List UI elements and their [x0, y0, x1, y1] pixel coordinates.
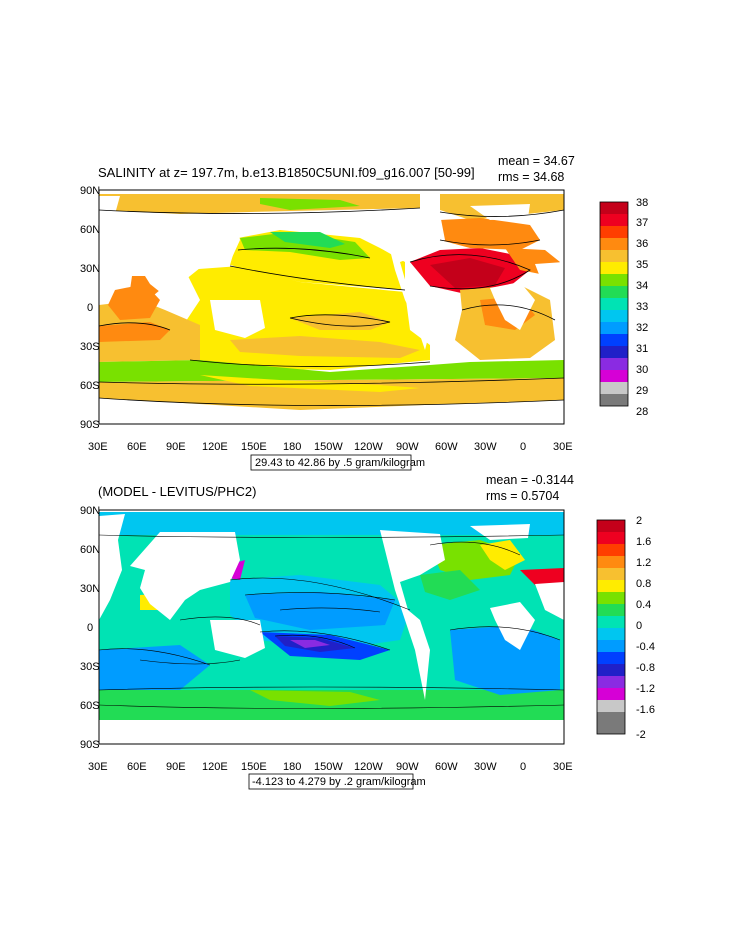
panel-title: SALINITY at z= 197.7m, b.e13.B1850C5UNI.… — [98, 165, 475, 180]
x-tick: 150W — [314, 441, 343, 453]
x-tick: 30E — [88, 441, 108, 453]
x-tick: 180 — [283, 441, 301, 453]
y-tick: 60S — [80, 380, 100, 392]
rms-label: rms = 34.68 — [498, 170, 564, 184]
colorbar-label: 31 — [636, 343, 648, 355]
colorbar-salinity: 38 37 36 35 34 33 32 31 30 29 28 — [599, 197, 648, 418]
panel-salinity: SALINITY at z= 197.7m, b.e13.B1850C5UNI.… — [80, 154, 648, 471]
colorbar-label: 37 — [636, 217, 648, 229]
x-tick: 180 — [283, 761, 301, 773]
x-tick: 150E — [241, 441, 267, 453]
colorbar-label: 0.8 — [636, 578, 651, 590]
map-difference — [98, 509, 565, 745]
colorbar-label: 0 — [636, 620, 642, 632]
panel-title: (MODEL - LEVITUS/PHC2) — [98, 484, 256, 499]
x-tick: 0 — [520, 761, 526, 773]
x-tick: 90E — [166, 761, 186, 773]
x-tick: 30W — [474, 441, 497, 453]
y-axis-ticks: 90N 60N 30N 0 30S 60S 90S — [80, 505, 100, 751]
x-tick: 0 — [520, 441, 526, 453]
contour-info: 29.43 to 42.86 by .5 gram/kilogram — [255, 457, 425, 469]
rms-label: rms = 0.5704 — [486, 489, 559, 503]
x-tick: 90E — [166, 441, 186, 453]
y-tick: 90N — [80, 185, 100, 197]
map-salinity — [98, 189, 565, 425]
colorbar-label: 2 — [636, 515, 642, 527]
colorbar-label: 36 — [636, 238, 648, 250]
colorbar-label: 38 — [636, 197, 648, 209]
y-tick: 60N — [80, 544, 100, 556]
colorbar-label: 35 — [636, 259, 648, 271]
colorbar-label: 30 — [636, 364, 648, 376]
colorbar-label: 28 — [636, 406, 648, 418]
x-tick: 60E — [127, 441, 147, 453]
colorbar-label: -2 — [636, 729, 646, 741]
x-tick: 30E — [88, 761, 108, 773]
panel-difference: (MODEL - LEVITUS/PHC2) mean = -0.3144 rm… — [80, 473, 655, 790]
mean-label: mean = 34.67 — [498, 154, 575, 168]
mean-label: mean = -0.3144 — [486, 473, 574, 487]
y-tick: 60N — [80, 224, 100, 236]
x-tick: 60E — [127, 761, 147, 773]
colorbar-label: -1.2 — [636, 683, 655, 695]
y-tick: 30N — [80, 583, 100, 595]
x-tick: 90W — [396, 761, 419, 773]
x-tick: 30E — [553, 441, 573, 453]
colorbar-label: 1.6 — [636, 536, 651, 548]
colorbar-label: 1.2 — [636, 557, 651, 569]
x-tick: 120E — [202, 761, 228, 773]
x-axis-ticks: 30E 60E 90E 120E 150E 180 150W 120W 90W … — [88, 761, 573, 773]
x-tick: 120W — [354, 441, 383, 453]
y-tick: 0 — [87, 302, 93, 314]
colorbar-label: 0.4 — [636, 599, 651, 611]
x-tick: 120W — [354, 761, 383, 773]
contour-info: -4.123 to 4.279 by .2 gram/kilogram — [252, 776, 426, 788]
colorbar-difference: 2 1.6 1.2 0.8 0.4 0 -0.4 -0.8 -1.2 -1.6 … — [596, 515, 655, 741]
x-tick: 150W — [314, 761, 343, 773]
x-tick: 120E — [202, 441, 228, 453]
y-tick: 30S — [80, 661, 100, 673]
colorbar-label: -0.8 — [636, 662, 655, 674]
y-tick: 30N — [80, 263, 100, 275]
colorbar-label: -1.6 — [636, 704, 655, 716]
colorbar-label: 32 — [636, 322, 648, 334]
x-tick: 150E — [241, 761, 267, 773]
colorbar-label: 33 — [636, 301, 648, 313]
y-tick: 90S — [80, 419, 100, 431]
x-tick: 60W — [435, 441, 458, 453]
x-tick: 30E — [553, 761, 573, 773]
y-tick: 0 — [87, 622, 93, 634]
x-tick: 30W — [474, 761, 497, 773]
y-tick: 30S — [80, 341, 100, 353]
y-tick: 60S — [80, 700, 100, 712]
colorbar-label: -0.4 — [636, 641, 655, 653]
colorbar-label: 29 — [636, 385, 648, 397]
y-tick: 90N — [80, 505, 100, 517]
y-axis-ticks: 90N 60N 30N 0 30S 60S 90S — [80, 185, 100, 431]
x-tick: 60W — [435, 761, 458, 773]
y-tick: 90S — [80, 739, 100, 751]
x-axis-ticks: 30E 60E 90E 120E 150E 180 150W 120W 90W … — [88, 441, 573, 453]
x-tick: 90W — [396, 441, 419, 453]
colorbar-label: 34 — [636, 280, 648, 292]
